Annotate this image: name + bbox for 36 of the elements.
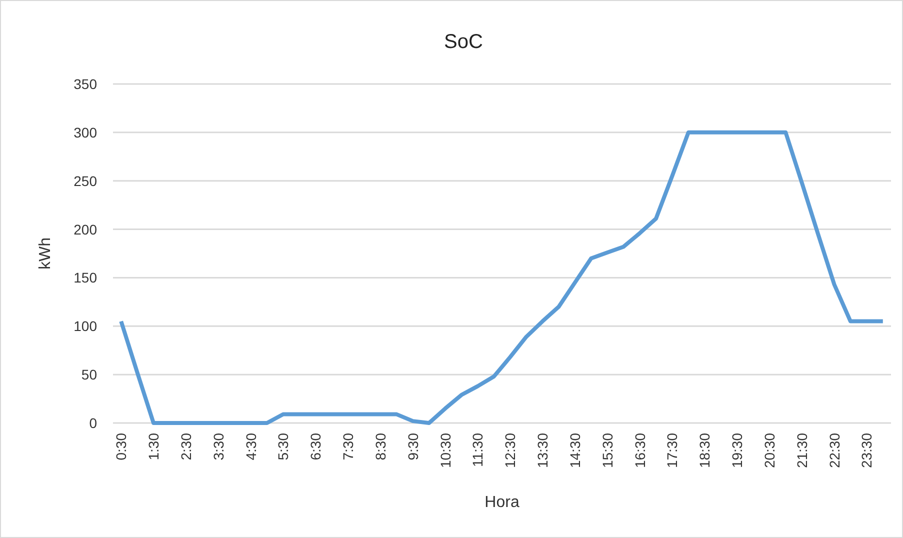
y-tick-label: 100 xyxy=(74,318,98,334)
x-tick-label: 20:30 xyxy=(761,432,778,468)
x-tick-label: 23:30 xyxy=(858,432,875,468)
x-tick-label: 3:30 xyxy=(210,432,226,460)
x-tick-label: 11:30 xyxy=(470,432,486,467)
x-tick-label: 2:30 xyxy=(178,432,194,460)
line-series xyxy=(119,130,885,425)
x-tick-label: 21:30 xyxy=(794,432,810,468)
y-tick-label: 200 xyxy=(74,221,98,238)
x-tick-label: 5:30 xyxy=(275,432,292,460)
x-tick-label: 7:30 xyxy=(340,432,356,460)
x-tick-label: 8:30 xyxy=(372,432,388,460)
y-axis-title: kWh xyxy=(37,238,54,270)
y-tick-label: 300 xyxy=(74,124,98,140)
y-tick-label: 150 xyxy=(74,270,98,286)
x-tick-label: 19:30 xyxy=(729,432,746,468)
x-tick-label: 1:30 xyxy=(146,432,162,460)
chart-title: SoC xyxy=(444,31,483,53)
x-tick-label: 10:30 xyxy=(437,432,454,468)
x-tick-label: 15:30 xyxy=(599,432,616,468)
x-tick-label: 17:30 xyxy=(664,432,680,468)
x-tick-label: 9:30 xyxy=(404,432,421,460)
x-tick-label: 13:30 xyxy=(534,432,551,468)
x-tick-label: 14:30 xyxy=(566,432,583,468)
x-tick-label: 22:30 xyxy=(826,432,842,468)
x-tick-label: 12:30 xyxy=(502,432,518,468)
x-tick-label: 16:30 xyxy=(632,432,648,468)
y-tick-label: 250 xyxy=(74,172,98,189)
y-tick-label: 50 xyxy=(81,366,98,383)
x-tick-label: 18:30 xyxy=(696,432,713,468)
y-tick-label: 0 xyxy=(89,415,98,431)
x-tick-label: 0:30 xyxy=(113,432,130,460)
y-tick-label: 350 xyxy=(74,76,98,92)
x-tick-label: 6:30 xyxy=(308,432,324,460)
x-tick-label: 4:30 xyxy=(242,432,259,460)
x-axis-title: Hora xyxy=(484,494,520,511)
